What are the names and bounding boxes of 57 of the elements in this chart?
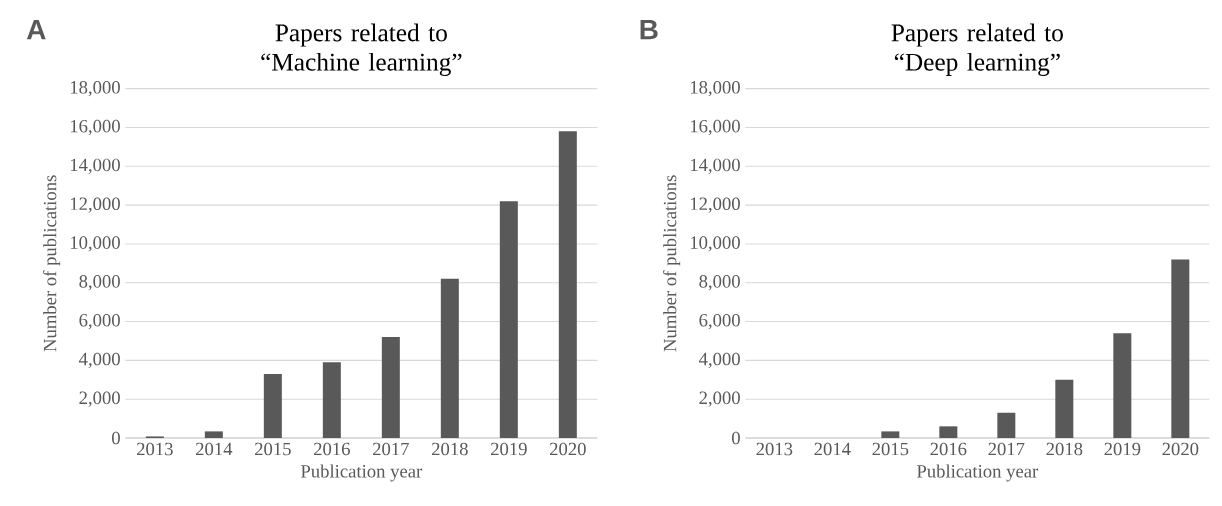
x-tick-label: 2017 xyxy=(988,442,1025,456)
x-tick-label: 2019 xyxy=(1104,442,1141,456)
y-tick-label: 8,000 xyxy=(79,275,120,291)
bar xyxy=(499,201,518,438)
y-tick-label: 4,000 xyxy=(698,352,740,368)
y-tick-label: 10,000 xyxy=(690,236,740,252)
y-tick-label: 6,000 xyxy=(699,313,740,330)
y-tick-label: 2,000 xyxy=(699,391,740,407)
x-tick-label: 2020 xyxy=(1162,442,1199,456)
y-tick-label: 8,000 xyxy=(699,275,740,291)
chart-title: Papers related to “Deep learning” xyxy=(891,23,1063,76)
y-axis-title: Number of publications xyxy=(663,175,681,352)
chart-title: Papers related to “Machine learning” xyxy=(261,23,462,76)
text: A xyxy=(26,20,46,40)
y-tick-label: 12,000 xyxy=(690,197,740,213)
bar xyxy=(263,373,282,438)
x-axis-title: Publication year xyxy=(300,464,423,482)
x-tick-label: 2015 xyxy=(254,442,291,456)
y-tick-label: 14,000 xyxy=(690,158,740,174)
bar xyxy=(997,412,1016,438)
bar xyxy=(1113,333,1132,438)
x-tick-label: 2016 xyxy=(930,442,967,456)
x-axis-title: Publication year xyxy=(916,464,1039,482)
y-tick-label: 16,000 xyxy=(690,119,740,136)
y-tick-label: 0 xyxy=(112,431,120,445)
x-tick-label: 2018 xyxy=(431,442,468,456)
y-tick-label: 2,000 xyxy=(79,391,120,407)
bar xyxy=(381,337,400,438)
bar xyxy=(322,362,341,438)
y-tick-label: 6,000 xyxy=(79,313,120,330)
bar xyxy=(939,426,958,438)
y-tick-label: 16,000 xyxy=(70,119,120,136)
x-tick-label: 2013 xyxy=(756,442,793,456)
bar xyxy=(881,431,900,438)
x-tick-label: 2020 xyxy=(549,442,586,456)
y-axis-title: Number of publications xyxy=(43,175,61,352)
x-tick-label: 2019 xyxy=(490,442,527,456)
y-tick-label: 12,000 xyxy=(70,197,120,213)
bar xyxy=(440,278,459,438)
x-tick-label: 2014 xyxy=(195,442,233,456)
y-tick-label: 18,000 xyxy=(690,81,740,97)
x-tick-label: 2017 xyxy=(372,442,409,456)
x-tick-label: 2013 xyxy=(136,442,173,456)
y-tick-label: 4,000 xyxy=(78,352,120,368)
x-tick-label: 2014 xyxy=(814,442,851,456)
bar xyxy=(1055,379,1074,438)
y-tick-label: 14,000 xyxy=(70,158,120,174)
x-tick-label: 2018 xyxy=(1046,442,1083,456)
text: B xyxy=(640,20,658,40)
bar xyxy=(1171,259,1190,438)
y-tick-label: 10,000 xyxy=(70,236,120,252)
y-tick-label: 0 xyxy=(732,431,740,445)
bar xyxy=(204,431,223,438)
x-tick-label: 2015 xyxy=(872,442,909,456)
y-tick-label: 18,000 xyxy=(70,81,120,97)
x-tick-label: 2016 xyxy=(313,442,350,456)
bar xyxy=(558,131,577,438)
